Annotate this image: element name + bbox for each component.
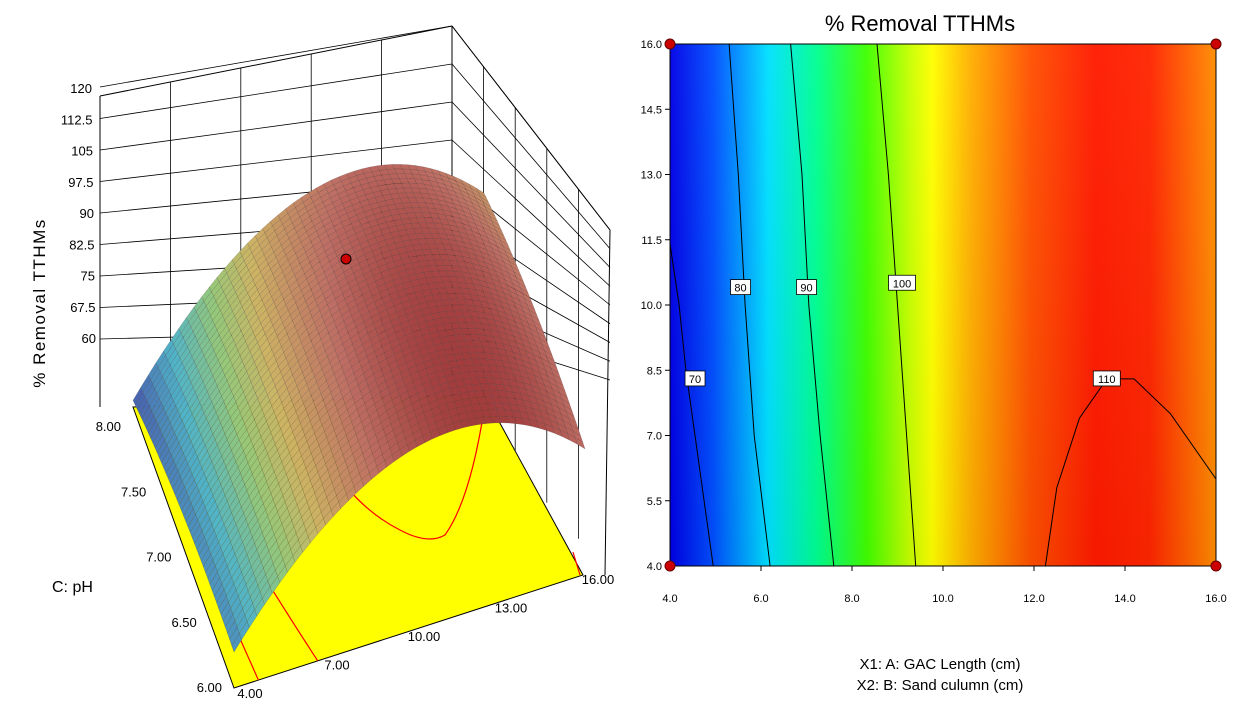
z-tick-label: 97.5 (68, 175, 93, 190)
design-point (1210, 38, 1222, 50)
contour-line (790, 43, 835, 567)
x-axis-ticks: 4.00 7.00 10.00 13.00 16.00 (237, 572, 614, 701)
x-tick-label: 8.0 (844, 593, 859, 605)
x-tick-label: 10.0 (932, 593, 953, 605)
z-tick-label: 90 (80, 206, 94, 221)
contour-line (669, 244, 714, 567)
y-tick-label: 4.0 (647, 561, 662, 573)
contour-line (876, 43, 917, 567)
contour-y-ticks: 4.0 5.5 7.0 8.5 10.0 11.5 13.0 14.5 16.0 (641, 39, 670, 573)
y-tick-label: 7.50 (121, 484, 146, 499)
design-point-marker (340, 253, 352, 265)
x-tick-label: 4.00 (237, 686, 262, 701)
y-tick-label: 6.00 (197, 680, 222, 695)
y-tick-label: 8.00 (96, 419, 121, 434)
y-tick-label: 7.00 (146, 550, 171, 565)
contour-x-ticks: 4.0 6.0 8.0 10.0 12.0 14.0 16.0 (662, 566, 1227, 605)
contour-label: 110 (1098, 374, 1116, 386)
z-tick-label: 75 (81, 269, 95, 284)
wall-edge-top (99, 25, 453, 97)
contour-label: 70 (689, 374, 701, 386)
z-tick-label: 120 (70, 81, 92, 96)
x-tick-label: 12.0 (1023, 593, 1044, 605)
wall-grid (451, 25, 611, 231)
wall-grid (451, 139, 611, 287)
x-tick-label: 6.0 (753, 593, 768, 605)
wall-grid (99, 139, 453, 182)
wall-grid (99, 25, 453, 88)
x-tick-label: 7.00 (324, 658, 349, 673)
y-tick-label: 6.50 (171, 615, 196, 630)
contour-label-box (888, 274, 916, 291)
contour-label-box (1092, 370, 1121, 387)
contour-chart: % Removal TTHMs 70 80 90 100 110 4.0 6.0 8.0 10… (641, 11, 1227, 694)
floor-contour (329, 409, 485, 540)
y-tick-label: 7.0 (647, 431, 662, 443)
z-tick-label: 82.5 (69, 237, 94, 252)
design-point (664, 560, 676, 572)
design-points (664, 38, 1222, 572)
z-tick-label: 105 (71, 144, 93, 159)
z-tick-label: 112.5 (61, 112, 93, 127)
z-tick-label: 67.5 (70, 300, 95, 315)
contour-lines (669, 43, 1217, 567)
y-tick-label: 13.0 (641, 170, 662, 182)
design-point (664, 38, 676, 50)
y-tick-label: 16.0 (641, 39, 662, 51)
z-tick-label: 60 (82, 331, 96, 346)
wall-grid (99, 63, 453, 119)
surface-chart: % Removal TTHMs 60 67.5 75 82.5 90 97.5 105 112… (30, 25, 614, 701)
x-tick-label: 4.0 (662, 593, 677, 605)
wall-grid (451, 101, 611, 268)
contour-label-box (730, 279, 751, 296)
wall-grid (99, 101, 453, 151)
contour-labels: 70 80 90 100 110 (684, 274, 1121, 387)
x-tick-label: 16.00 (582, 572, 615, 587)
contour-line (728, 43, 771, 567)
contour-label-box (684, 370, 706, 387)
contour-x2-label: X2: B: Sand culumn (cm) (857, 677, 1024, 694)
contour-label: 100 (893, 278, 911, 290)
x-tick-label: 14.0 (1114, 593, 1135, 605)
x-tick-label: 10.00 (408, 629, 441, 644)
y-axis-title: C: pH (52, 579, 93, 596)
contour-label-box (796, 279, 817, 296)
response-surface (132, 164, 586, 653)
surface-facet (231, 633, 242, 653)
contour-title: % Removal TTHMs (825, 11, 1015, 36)
z-axis-title: % Removal TTHMs (30, 218, 49, 388)
z-axis-ticks: 60 67.5 75 82.5 90 97.5 105 112.5 120 (61, 81, 96, 346)
y-tick-label: 11.5 (641, 235, 662, 247)
design-point (1210, 560, 1222, 572)
y-tick-label: 14.5 (641, 104, 662, 116)
x-tick-label: 13.00 (495, 601, 528, 616)
contour-label: 90 (800, 283, 812, 295)
y-tick-label: 5.5 (647, 496, 662, 508)
floor-contour (572, 551, 581, 576)
contour-label: 80 (734, 283, 746, 295)
y-tick-label: 10.0 (641, 300, 662, 312)
contour-x1-label: X1: A: GAC Length (cm) (860, 656, 1021, 673)
wall-edge-right (604, 229, 611, 576)
y-axis-ticks: 6.00 6.50 7.00 7.50 8.00 (96, 419, 222, 695)
y-tick-label: 8.5 (647, 365, 662, 377)
wall-grid (451, 63, 611, 250)
x-tick-label: 16.0 (1205, 593, 1226, 605)
